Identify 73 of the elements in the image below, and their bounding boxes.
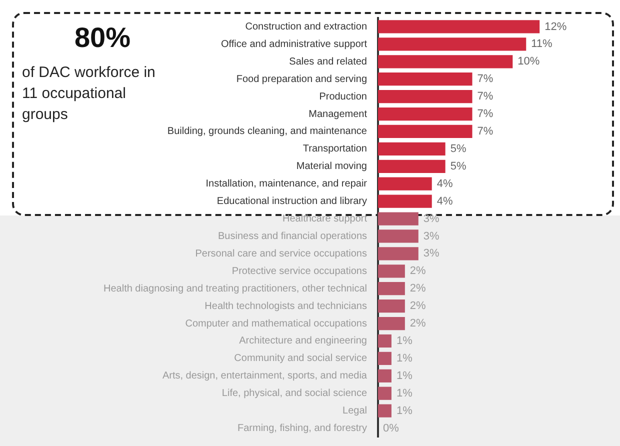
data-label: 7% xyxy=(477,126,494,138)
text: 80% xyxy=(73,22,132,54)
bar xyxy=(378,55,513,68)
data-label: 1% xyxy=(396,370,413,382)
bar xyxy=(378,352,392,365)
y-tick-label: Sales and related xyxy=(289,56,367,68)
data-label: 7% xyxy=(477,73,494,86)
bar xyxy=(378,72,472,86)
y-tick-label: Community and social service xyxy=(234,353,368,364)
bar xyxy=(378,369,392,382)
y-tick-label: Health technologists and technicians xyxy=(204,300,367,312)
bar xyxy=(378,316,405,330)
bar xyxy=(378,194,432,208)
bar xyxy=(378,20,540,34)
y-tick-label: Management xyxy=(308,108,368,120)
y-tick-label: Personal care and service occupations xyxy=(195,248,367,260)
data-label: 1% xyxy=(396,404,413,417)
bar xyxy=(378,177,432,190)
y-tick-label: Food preparation and serving xyxy=(236,74,367,85)
y-tick-label: Health diagnosing and treating practitioners, other technical xyxy=(104,283,367,294)
bar xyxy=(378,264,405,278)
bar xyxy=(378,334,392,348)
data-label: 5% xyxy=(450,160,466,172)
bar xyxy=(378,282,405,296)
y-tick-label: Protective service occupations xyxy=(232,266,367,277)
y-tick-label: Arts, design, entertainment, sports, and media xyxy=(162,370,368,382)
data-label: 5% xyxy=(450,142,466,155)
data-label: 7% xyxy=(477,108,494,120)
data-label: 12% xyxy=(544,20,567,33)
bar xyxy=(378,247,418,260)
y-tick-label: Legal xyxy=(342,406,367,417)
data-label: 2% xyxy=(410,265,426,278)
data-label: 11% xyxy=(531,38,553,50)
data-label: 3% xyxy=(423,212,440,225)
y-tick-label: Transportation xyxy=(302,144,367,155)
y-tick-label: Office and administrative support xyxy=(220,38,368,50)
bar xyxy=(378,404,392,418)
bar xyxy=(378,386,392,400)
bar xyxy=(378,212,418,226)
bar xyxy=(378,230,418,243)
bar xyxy=(378,142,446,156)
text: of DAC workforce in 11 occupational groups xyxy=(22,63,156,125)
y-tick-label: Farming, fishing, and forestry xyxy=(238,423,367,434)
data-label: 1% xyxy=(396,387,413,400)
y-tick-label: Business and financial operations xyxy=(218,230,367,242)
y-tick-label: Educational instruction and library xyxy=(216,196,367,208)
bar xyxy=(378,124,472,138)
data-label: 4% xyxy=(436,195,453,208)
y-tick-label: Installation, maintenance, and repair xyxy=(206,178,368,190)
y-tick-label: Construction and extraction xyxy=(245,21,367,32)
data-label: 1% xyxy=(396,352,413,364)
data-label: 0% xyxy=(383,422,400,434)
bar xyxy=(378,38,526,51)
y-tick-label: Material moving xyxy=(296,161,367,172)
data-label: 3% xyxy=(423,230,440,242)
bar xyxy=(378,160,446,173)
y-tick-label: Production xyxy=(319,91,367,102)
data-label: 3% xyxy=(423,248,440,260)
y-tick-label: Life, physical, and social science xyxy=(222,388,368,400)
data-label: 2% xyxy=(410,282,426,295)
data-label: 1% xyxy=(396,335,413,348)
y-tick-label: Building, grounds cleaning, and maintenance xyxy=(167,126,368,138)
y-tick-label: Healthcare support xyxy=(282,214,368,225)
bar xyxy=(378,300,405,313)
y-tick-label: Computer and mathematical occupations xyxy=(185,318,367,330)
y-tick-label: Architecture and engineering xyxy=(239,336,367,347)
data-label: 10% xyxy=(518,56,540,68)
data-label: 7% xyxy=(477,90,494,103)
bar xyxy=(378,90,472,104)
data-label: 4% xyxy=(436,178,453,190)
data-label: 2% xyxy=(410,318,426,330)
bar xyxy=(378,107,472,121)
data-label: 2% xyxy=(410,300,426,312)
